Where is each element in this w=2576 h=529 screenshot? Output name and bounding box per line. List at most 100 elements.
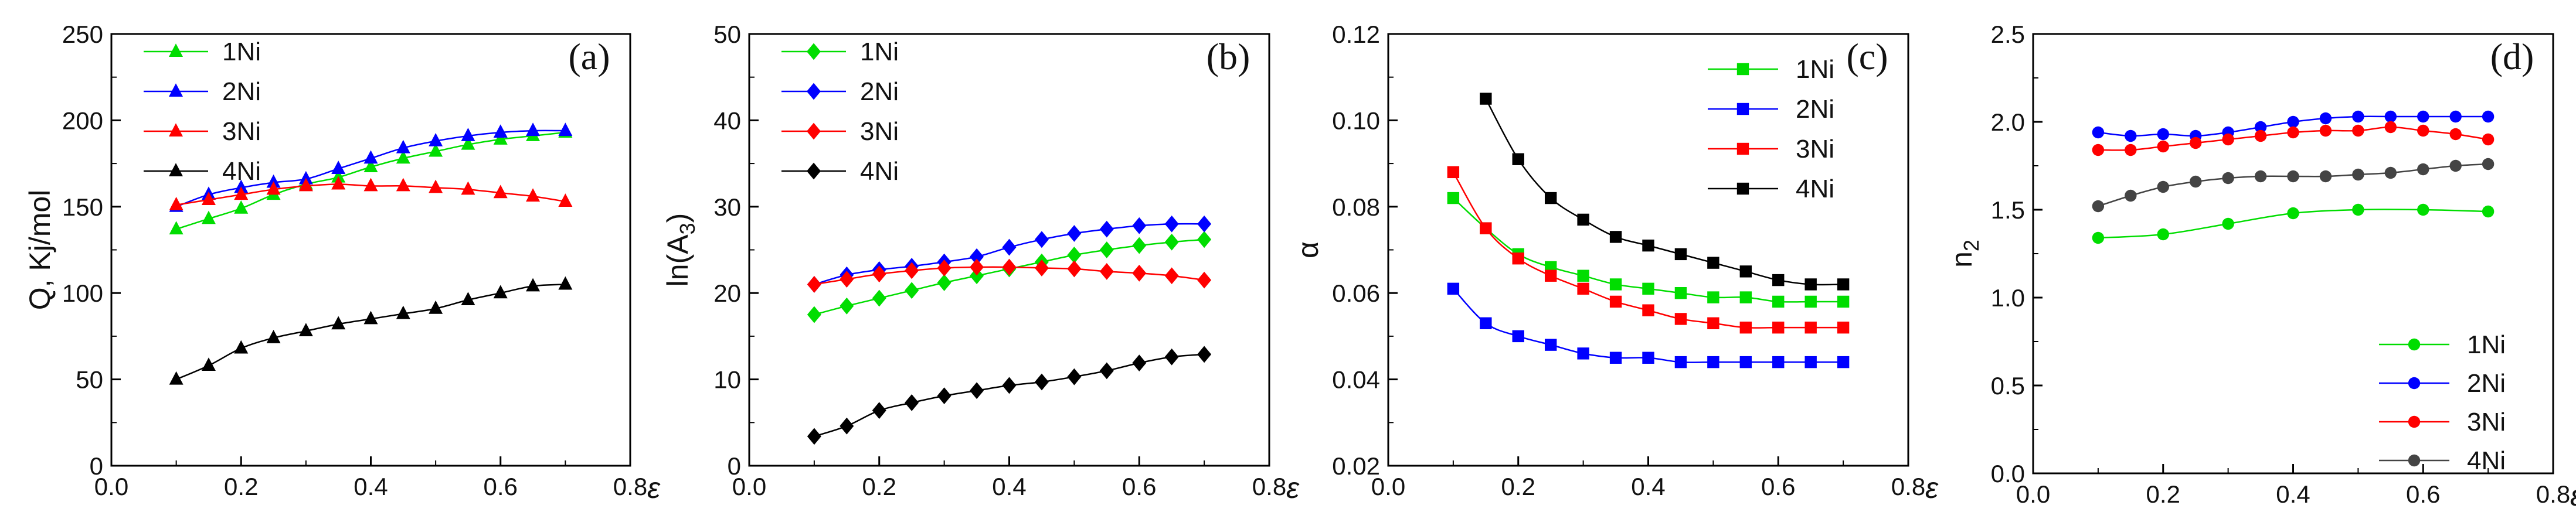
data-point bbox=[905, 282, 919, 299]
x-tick-label: 0.0 bbox=[94, 473, 128, 500]
panel-tag: (b) bbox=[1207, 36, 1250, 77]
data-point bbox=[2384, 121, 2397, 134]
data-point bbox=[970, 258, 984, 276]
data-point bbox=[429, 132, 443, 146]
data-point bbox=[1099, 362, 1114, 380]
panel-tag: (d) bbox=[2490, 36, 2534, 77]
data-point bbox=[1707, 257, 1719, 269]
data-point bbox=[2092, 144, 2105, 156]
data-point bbox=[1577, 213, 1589, 226]
data-point bbox=[1674, 313, 1687, 325]
y-tick-label: 30 bbox=[713, 193, 741, 221]
legend: 1Ni 2Ni 3Ni 4Ni bbox=[1708, 55, 1834, 203]
data-point bbox=[1577, 347, 1589, 360]
data-point bbox=[1674, 356, 1687, 368]
y-axis-label-tail: ) bbox=[661, 213, 694, 223]
data-point bbox=[169, 221, 183, 235]
data-point bbox=[1837, 278, 1850, 291]
x-tick-label: 0.0 bbox=[1371, 473, 1405, 500]
data-point bbox=[905, 262, 919, 279]
data-point bbox=[1772, 321, 1785, 334]
data-point bbox=[2482, 205, 2495, 218]
data-point bbox=[1837, 295, 1850, 308]
legend-label: 3Ni bbox=[860, 117, 899, 146]
data-point bbox=[2384, 110, 2397, 123]
x-tick-label: 0.8 bbox=[1891, 473, 1925, 500]
data-point bbox=[461, 128, 475, 141]
data-point bbox=[807, 276, 821, 293]
series-1Ni bbox=[2092, 203, 2495, 244]
data-point bbox=[201, 210, 216, 224]
data-point bbox=[1164, 233, 1179, 251]
x-tick-label: 0.4 bbox=[354, 473, 388, 500]
y-tick-label: 10 bbox=[713, 366, 741, 394]
y-tick-label: 0.02 bbox=[1332, 452, 1380, 480]
data-point bbox=[526, 278, 541, 292]
data-point bbox=[396, 305, 410, 319]
data-point bbox=[840, 417, 854, 435]
data-point bbox=[2319, 112, 2332, 125]
data-point bbox=[363, 178, 378, 192]
data-point bbox=[1772, 356, 1785, 368]
data-point bbox=[1772, 274, 1785, 286]
data-point bbox=[1772, 295, 1785, 308]
y-tick-label: 100 bbox=[62, 279, 103, 307]
y-tick-label: 2.0 bbox=[1991, 108, 2025, 136]
data-point bbox=[2482, 110, 2495, 123]
data-point bbox=[2352, 168, 2364, 181]
data-point bbox=[1739, 356, 1752, 368]
data-point bbox=[2384, 166, 2397, 179]
data-point bbox=[493, 185, 508, 199]
data-point bbox=[1132, 217, 1147, 234]
y-tick-label: 0.10 bbox=[1332, 107, 1380, 134]
legend: 1Ni 2Ni 3Ni 4Ni bbox=[144, 37, 261, 186]
data-point bbox=[363, 310, 378, 325]
chart-panel-2: 0.0 0.2 0.4 0.6 0.8 0 10 20 30 40 50 ε ln(A3) (b) 1Ni 2… bbox=[661, 21, 1300, 504]
data-point bbox=[1739, 321, 1752, 334]
series-line bbox=[1485, 98, 1844, 286]
series-4Ni bbox=[1480, 93, 1850, 291]
legend-marker bbox=[2408, 415, 2421, 428]
legend-label: 1Ni bbox=[860, 37, 899, 66]
data-point bbox=[2254, 129, 2267, 142]
legend-label: 3Ni bbox=[1796, 135, 1834, 163]
y-tick-label: 0 bbox=[90, 452, 103, 480]
data-point bbox=[1707, 317, 1719, 329]
data-point bbox=[1002, 258, 1017, 276]
series-3Ni bbox=[2092, 121, 2495, 156]
data-point bbox=[2287, 207, 2299, 220]
data-point bbox=[2157, 228, 2169, 241]
data-point bbox=[1197, 215, 1212, 233]
x-tick-label: 0.2 bbox=[862, 473, 896, 500]
legend-label: 4Ni bbox=[860, 157, 899, 186]
x-tick-label: 0.6 bbox=[484, 473, 518, 500]
legend-label: 3Ni bbox=[2467, 408, 2506, 436]
data-point bbox=[1034, 260, 1049, 277]
y-tick-label: 250 bbox=[62, 21, 103, 48]
panel-tag: (a) bbox=[568, 36, 610, 77]
data-point bbox=[2417, 163, 2429, 176]
data-point bbox=[2417, 124, 2429, 137]
data-point bbox=[266, 174, 281, 188]
legend-marker bbox=[1736, 63, 1749, 76]
legend-marker bbox=[1736, 182, 1749, 195]
data-point bbox=[2189, 136, 2202, 149]
data-point bbox=[1197, 271, 1212, 289]
data-point bbox=[1837, 356, 1850, 368]
data-point bbox=[807, 306, 821, 323]
legend-marker bbox=[2408, 338, 2421, 351]
data-point bbox=[2319, 170, 2332, 183]
data-point bbox=[1707, 356, 1719, 368]
x-tick-label: 0.4 bbox=[992, 473, 1026, 500]
y-tick-label: 1.0 bbox=[1991, 284, 2025, 312]
chart-panel-3: 0.0 0.2 0.4 0.6 0.8 0.02 0.04 0.06 0.08 0.10 0.12 ε… bbox=[1292, 21, 1939, 504]
data-point bbox=[1642, 239, 1654, 252]
legend-marker bbox=[169, 163, 183, 176]
x-tick-label: 0.2 bbox=[2146, 480, 2180, 508]
data-point bbox=[1164, 267, 1179, 285]
legend-label: 2Ni bbox=[2467, 369, 2506, 398]
data-point bbox=[1034, 231, 1049, 248]
plot-frame bbox=[110, 33, 631, 467]
series-3Ni bbox=[169, 176, 573, 210]
